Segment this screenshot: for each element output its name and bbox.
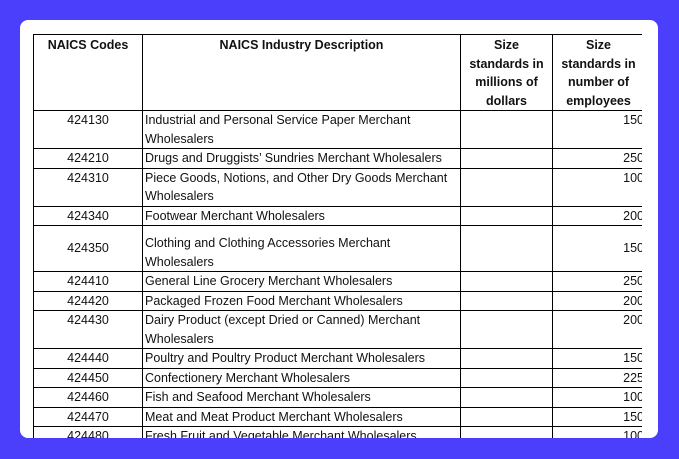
naics-code: 424350 [33,225,143,272]
size-employees: 150 [552,348,642,369]
size-millions [460,148,553,169]
table-row: 424340 Footwear Merchant Wholesalers 200 [33,205,642,226]
size-employees: 225 [552,367,642,388]
size-millions [460,225,553,272]
table-row: 424130 Industrial and Personal Service P… [33,110,642,149]
industry-description: Fish and Seafood Merchant Wholesalers [142,387,461,408]
size-millions [460,167,553,207]
naics-code: 424430 [33,310,143,349]
table-row: 424440 Poultry and Poultry Product Merch… [33,348,642,369]
table-row: 424470 Meat and Meat Product Merchant Wh… [33,406,642,427]
header-size-employees: Size standards in number of employees [552,34,642,111]
industry-description: Confectionery Merchant Wholesalers [142,367,461,388]
naics-code: 424470 [33,406,143,427]
industry-description: General Line Grocery Merchant Wholesaler… [142,271,461,292]
size-employees: 150 [552,406,642,427]
size-employees: 100 [552,387,642,408]
table-row: 424410 General Line Grocery Merchant Who… [33,271,642,292]
size-millions [460,426,553,438]
industry-description: Poultry and Poultry Product Merchant Who… [142,348,461,369]
industry-description: Dairy Product (except Dried or Canned) M… [142,310,461,349]
size-millions [460,205,553,226]
size-millions [460,290,553,311]
naics-code: 424310 [33,167,143,207]
naics-code: 424410 [33,271,143,292]
size-millions [460,310,553,349]
naics-code: 424210 [33,148,143,169]
industry-description: Industrial and Personal Service Paper Me… [142,110,461,149]
size-employees: 100 [552,167,642,207]
header-size-millions: Size standards in millions of dollars [460,34,553,111]
naics-code: 424440 [33,348,143,369]
naics-code: 424130 [33,110,143,149]
table-row: 424350 Clothing and Clothing Accessories… [33,225,642,272]
naics-code: 424480 [33,426,143,438]
size-employees: 250 [552,148,642,169]
size-employees: 200 [552,310,642,349]
table-row: 424450 Confectionery Merchant Wholesaler… [33,367,642,388]
table-row: 424310 Piece Goods, Notions, and Other D… [33,167,642,207]
size-employees: 200 [552,205,642,226]
table-header-row: NAICS Codes NAICS Industry Description S… [33,34,642,111]
industry-description: Clothing and Clothing Accessories Mercha… [142,225,461,272]
size-employees: 200 [552,290,642,311]
table-row: 424430 Dairy Product (except Dried or Ca… [33,310,642,349]
naics-code: 424460 [33,387,143,408]
industry-description: Piece Goods, Notions, and Other Dry Good… [142,167,461,207]
industry-description: Drugs and Druggists’ Sundries Merchant W… [142,148,461,169]
naics-code: 424420 [33,290,143,311]
naics-code: 424340 [33,205,143,226]
header-naics-codes: NAICS Codes [33,34,143,111]
industry-description: Meat and Meat Product Merchant Wholesale… [142,406,461,427]
size-millions [460,110,553,149]
industry-description: Footwear Merchant Wholesalers [142,205,461,226]
size-employees: 100 [552,426,642,438]
size-employees: 150 [552,225,642,272]
size-millions [460,348,553,369]
table-viewport: NAICS Codes NAICS Industry Description S… [33,34,642,438]
size-millions [460,367,553,388]
header-industry-description: NAICS Industry Description [142,34,461,111]
table-row: 424420 Packaged Frozen Food Merchant Who… [33,290,642,311]
document-card: NAICS Codes NAICS Industry Description S… [20,20,658,438]
industry-description: Packaged Frozen Food Merchant Wholesaler… [142,290,461,311]
naics-code: 424450 [33,367,143,388]
size-millions [460,271,553,292]
size-millions [460,387,553,408]
industry-description: Fresh Fruit and Vegetable Merchant Whole… [142,426,461,438]
size-employees: 150 [552,110,642,149]
table-row: 424480 Fresh Fruit and Vegetable Merchan… [33,426,642,438]
size-employees: 250 [552,271,642,292]
naics-size-standards-table: NAICS Codes NAICS Industry Description S… [33,34,642,438]
table-row: 424460 Fish and Seafood Merchant Wholesa… [33,387,642,408]
table-row: 424210 Drugs and Druggists’ Sundries Mer… [33,148,642,169]
size-millions [460,406,553,427]
